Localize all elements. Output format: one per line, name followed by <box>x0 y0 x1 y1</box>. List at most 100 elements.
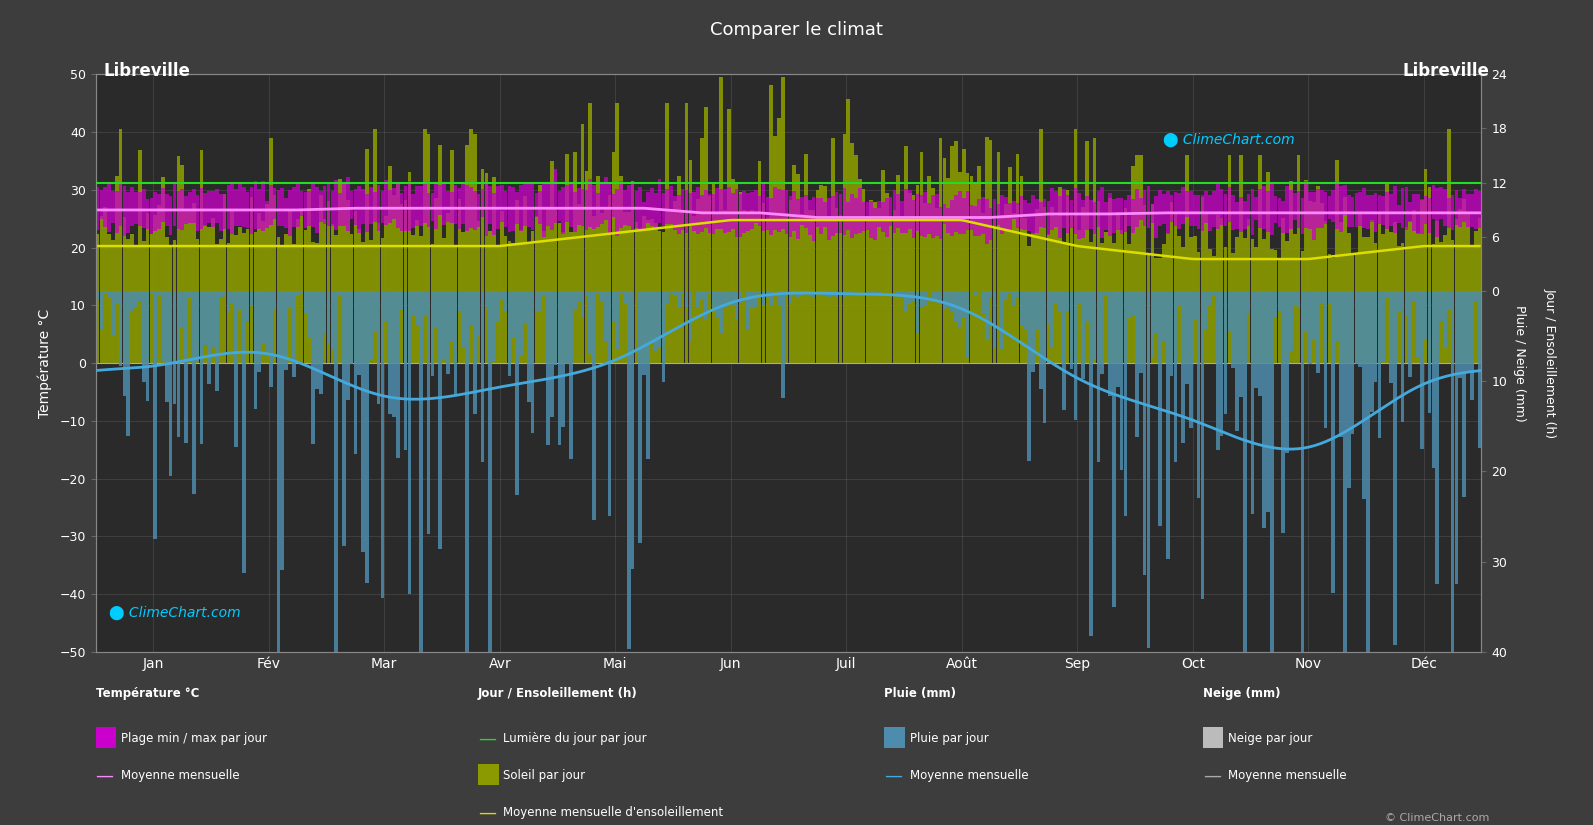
Bar <box>1055 191 1058 227</box>
Bar <box>304 291 307 314</box>
Bar <box>269 291 272 387</box>
Bar <box>188 210 191 363</box>
Bar <box>792 291 796 293</box>
Bar <box>299 191 303 216</box>
Bar <box>1055 291 1058 304</box>
Bar <box>462 291 465 348</box>
Bar <box>1474 190 1478 229</box>
Bar <box>843 291 846 297</box>
Bar <box>984 199 989 243</box>
Bar <box>1139 155 1142 363</box>
Bar <box>1147 291 1150 648</box>
Bar <box>1096 200 1101 363</box>
Bar <box>943 204 946 224</box>
Bar <box>427 192 430 227</box>
Bar <box>1454 219 1458 363</box>
Bar <box>715 213 718 363</box>
Bar <box>304 192 307 229</box>
Bar <box>1139 198 1142 219</box>
Bar <box>1424 291 1427 338</box>
Bar <box>226 243 231 363</box>
Bar <box>511 186 515 231</box>
Bar <box>511 291 515 338</box>
Bar <box>338 291 342 296</box>
Bar <box>1120 198 1123 234</box>
Bar <box>400 192 403 231</box>
Bar <box>538 191 542 224</box>
Bar <box>916 194 919 231</box>
Bar <box>1155 196 1158 238</box>
Bar <box>1082 200 1085 238</box>
Bar <box>196 238 199 363</box>
Bar <box>376 291 381 404</box>
Bar <box>542 185 546 237</box>
Bar <box>781 78 785 363</box>
Bar <box>1405 187 1408 229</box>
Bar <box>546 291 550 445</box>
Bar <box>535 291 538 312</box>
Bar <box>566 291 569 364</box>
Bar <box>546 185 550 226</box>
Bar <box>1386 184 1389 363</box>
Bar <box>411 291 416 316</box>
Bar <box>319 191 323 222</box>
Bar <box>1166 191 1169 234</box>
Bar <box>327 291 330 345</box>
Bar <box>954 291 957 323</box>
Bar <box>1008 167 1012 363</box>
Bar <box>476 221 481 363</box>
Bar <box>1069 291 1074 369</box>
Bar <box>712 194 715 234</box>
Bar <box>1300 198 1305 234</box>
Bar <box>1324 291 1327 428</box>
Bar <box>785 190 789 234</box>
Bar <box>601 213 604 363</box>
Bar <box>677 176 680 363</box>
Bar <box>870 291 873 295</box>
Bar <box>150 233 153 363</box>
Text: Moyenne mensuelle d'ensoleillement: Moyenne mensuelle d'ensoleillement <box>503 806 723 819</box>
Bar <box>1313 291 1316 339</box>
Bar <box>435 185 438 229</box>
Bar <box>1413 291 1416 302</box>
Bar <box>527 182 530 227</box>
Bar <box>430 193 435 220</box>
Bar <box>1427 198 1432 233</box>
Bar <box>685 291 688 307</box>
Bar <box>397 291 400 458</box>
Bar <box>935 291 938 301</box>
Bar <box>1392 223 1397 363</box>
Bar <box>384 215 389 363</box>
Bar <box>419 291 422 740</box>
Bar <box>1266 291 1270 512</box>
Bar <box>835 208 838 363</box>
Bar <box>984 137 989 363</box>
Bar <box>191 204 196 363</box>
Bar <box>1300 291 1305 712</box>
Bar <box>1139 291 1142 373</box>
Bar <box>720 78 723 363</box>
Bar <box>758 161 761 363</box>
Bar <box>1043 291 1047 422</box>
Bar <box>1220 218 1223 363</box>
Bar <box>1419 200 1424 363</box>
Bar <box>1258 291 1262 396</box>
Bar <box>1340 291 1343 436</box>
Bar <box>1451 291 1454 825</box>
Bar <box>422 291 427 316</box>
Bar <box>1112 199 1115 233</box>
Bar <box>1215 183 1220 229</box>
Bar <box>628 212 631 363</box>
Bar <box>1286 241 1289 363</box>
Bar <box>1239 155 1243 363</box>
Bar <box>315 187 319 233</box>
Bar <box>161 291 164 361</box>
Bar <box>1166 233 1169 363</box>
Bar <box>1193 195 1196 226</box>
Bar <box>1169 196 1174 222</box>
Bar <box>777 118 781 363</box>
Bar <box>1066 196 1069 233</box>
Bar <box>1228 187 1231 223</box>
Bar <box>1093 202 1096 234</box>
Bar <box>161 177 164 363</box>
